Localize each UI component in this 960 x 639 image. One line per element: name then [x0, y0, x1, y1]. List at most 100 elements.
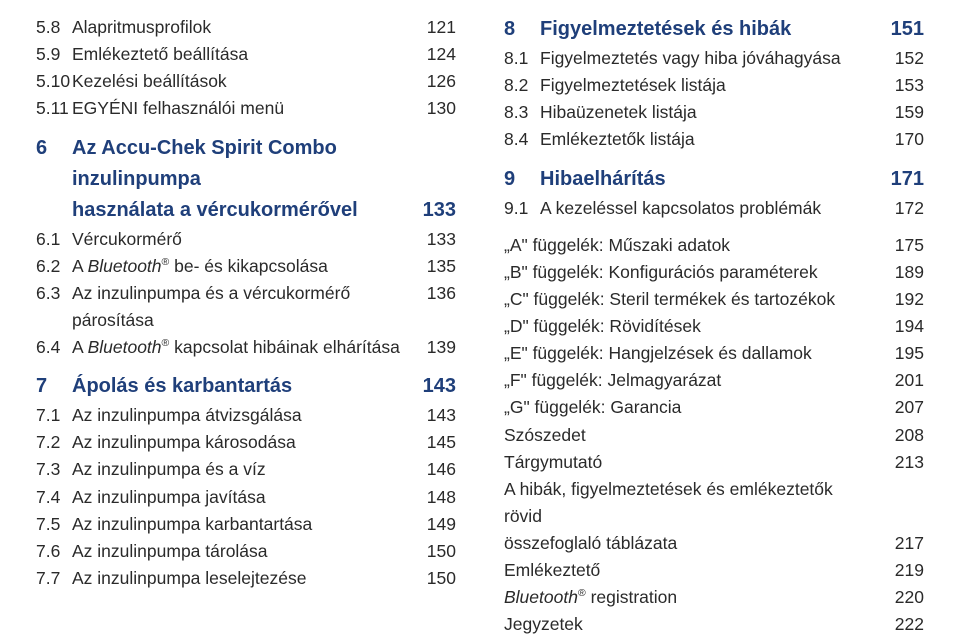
toc-entry-title: A Bluetooth® kapcsolat hibáinak elhárítá…	[72, 334, 416, 361]
toc-entry-page: 220	[884, 584, 924, 611]
toc-entry-page: 217	[884, 530, 924, 557]
toc-entry-row: 7.6Az inzulinpumpa tárolása150	[36, 538, 456, 565]
toc-entry-title: összefoglaló táblázata	[504, 530, 884, 557]
toc-entry-title: „D" függelék: Rövidítések	[504, 313, 884, 340]
toc-entry-number: 8.3	[504, 99, 540, 126]
toc-entry-number: 6.1	[36, 226, 72, 253]
toc-entry-number: 6.2	[36, 253, 72, 280]
toc-entry-row: 6.4A Bluetooth® kapcsolat hibáinak elhár…	[36, 334, 456, 361]
toc-entry-title: Tárgymutató	[504, 449, 884, 476]
toc-entry-title: Emlékeztető	[504, 557, 884, 584]
toc-entry-row: Emlékeztető219	[504, 557, 924, 584]
toc-entry-page: 145	[416, 429, 456, 456]
toc-entry-page: 150	[416, 565, 456, 592]
toc-entry-page: 121	[416, 14, 456, 41]
toc-entry-number: 6.3	[36, 280, 72, 307]
toc-entry-page: 201	[884, 367, 924, 394]
toc-entry-page: 195	[884, 340, 924, 367]
toc-entry-row: 7.3Az inzulinpumpa és a víz146	[36, 456, 456, 483]
toc-entry-title: Emlékeztető beállítása	[72, 41, 416, 68]
toc-entry-page: 150	[416, 538, 456, 565]
toc-entry-page: 143	[416, 402, 456, 429]
toc-entry-title: A kezeléssel kapcsolatos problémák	[540, 195, 884, 222]
toc-chapter-row: 7Ápolás és karbantartás143	[36, 371, 456, 402]
toc-entry-page: 148	[416, 484, 456, 511]
toc-entry-page: 153	[884, 72, 924, 99]
toc-entry-title: Alapritmusprofilok	[72, 14, 416, 41]
toc-entry-row: 5.8Alapritmusprofilok121	[36, 14, 456, 41]
toc-entry-page: 143	[416, 371, 456, 402]
toc-entry-title: Vércukormérő	[72, 226, 416, 253]
toc-entry-title: Az inzulinpumpa tárolása	[72, 538, 416, 565]
toc-entry-title: A hibák, figyelmeztetések és emlékeztető…	[504, 476, 884, 530]
toc-entry-number: 7	[36, 371, 72, 402]
toc-entry-page: 222	[884, 611, 924, 638]
toc-entry-row: A hibák, figyelmeztetések és emlékeztető…	[504, 476, 924, 530]
toc-entry-number: 7.3	[36, 456, 72, 483]
toc-entry-title: „A" függelék: Műszaki adatok	[504, 232, 884, 259]
toc-entry-page: 207	[884, 394, 924, 421]
toc-entry-page: 133	[416, 195, 456, 226]
toc-entry-page: 213	[884, 449, 924, 476]
toc-entry-title: Jegyzetek	[504, 611, 884, 638]
toc-entry-row: 7.7Az inzulinpumpa leselejtezése150	[36, 565, 456, 592]
toc-entry-row: „F" függelék: Jelmagyarázat201	[504, 367, 924, 394]
toc-entry-page: 172	[884, 195, 924, 222]
toc-entry-row: 5.11EGYÉNI felhasználói menü130	[36, 95, 456, 122]
toc-entry-title: „C" függelék: Steril termékek és tartozé…	[504, 286, 884, 313]
toc-entry-title: Az inzulinpumpa javítása	[72, 484, 416, 511]
toc-entry-page: 192	[884, 286, 924, 313]
toc-entry-title: használata a vércukormérővel	[36, 195, 416, 226]
toc-entry-title: EGYÉNI felhasználói menü	[72, 95, 416, 122]
toc-entry-number: 6.4	[36, 334, 72, 361]
toc-entry-row: 9.1A kezeléssel kapcsolatos problémák172	[504, 195, 924, 222]
toc-entry-title: Az inzulinpumpa átvizsgálása	[72, 402, 416, 429]
toc-entry-title: Hibaüzenetek listája	[540, 99, 884, 126]
toc-entry-row: 7.2Az inzulinpumpa károsodása145	[36, 429, 456, 456]
toc-entry-title: Figyelmeztetések és hibák	[540, 14, 884, 45]
toc-entry-row: 6.1Vércukormérő133	[36, 226, 456, 253]
toc-entry-page: 219	[884, 557, 924, 584]
toc-entry-title: „B" függelék: Konfigurációs paraméterek	[504, 259, 884, 286]
toc-entry-number: 8.2	[504, 72, 540, 99]
toc-entry-page: 208	[884, 422, 924, 449]
toc-entry-title: Figyelmeztetés vagy hiba jóváhagyása	[540, 45, 884, 72]
toc-entry-title: Az inzulinpumpa és a vércukormérő párosí…	[72, 280, 416, 334]
toc-entry-title: Szószedet	[504, 422, 884, 449]
toc-entry-title: Emlékeztetők listája	[540, 126, 884, 153]
toc-entry-page: 152	[884, 45, 924, 72]
toc-entry-title: Az inzulinpumpa karbantartása	[72, 511, 416, 538]
toc-entry-page: 171	[884, 164, 924, 195]
toc-entry-row: „D" függelék: Rövidítések194	[504, 313, 924, 340]
toc-entry-row: 7.4Az inzulinpumpa javítása148	[36, 484, 456, 511]
toc-entry-title: „E" függelék: Hangjelzések és dallamok	[504, 340, 884, 367]
toc-entry-row: 8.4Emlékeztetők listája170	[504, 126, 924, 153]
toc-entry-row: 8.3Hibaüzenetek listája159	[504, 99, 924, 126]
toc-right-column: 8Figyelmeztetések és hibák1518.1Figyelme…	[504, 14, 924, 603]
toc-entry-number: 9.1	[504, 195, 540, 222]
toc-entry-title: „G" függelék: Garancia	[504, 394, 884, 421]
toc-entry-number: 5.11	[36, 95, 72, 122]
toc-entry-page: 151	[884, 14, 924, 45]
toc-entry-page: 136	[416, 280, 456, 307]
toc-entry-row: „A" függelék: Műszaki adatok175	[504, 232, 924, 259]
toc-entry-row: Tárgymutató213	[504, 449, 924, 476]
toc-entry-page: 194	[884, 313, 924, 340]
toc-entry-page: 139	[416, 334, 456, 361]
toc-entry-row: Szószedet208	[504, 422, 924, 449]
toc-entry-row: 5.10Kezelési beállítások126	[36, 68, 456, 95]
toc-entry-number: 5.8	[36, 14, 72, 41]
toc-chapter-row: 8Figyelmeztetések és hibák151	[504, 14, 924, 45]
toc-entry-title: A Bluetooth® be- és kikapcsolása	[72, 253, 416, 280]
toc-entry-title: Az inzulinpumpa leselejtezése	[72, 565, 416, 592]
toc-entry-page: 170	[884, 126, 924, 153]
toc-entry-title: Ápolás és karbantartás	[72, 371, 416, 402]
toc-entry-number: 5.9	[36, 41, 72, 68]
toc-entry-title: Kezelési beállítások	[72, 68, 416, 95]
toc-entry-number: 9	[504, 164, 540, 195]
toc-entry-row: Bluetooth® registration220	[504, 584, 924, 611]
toc-entry-page: 149	[416, 511, 456, 538]
toc-entry-row: 7.5Az inzulinpumpa karbantartása149	[36, 511, 456, 538]
toc-entry-row: 8.1Figyelmeztetés vagy hiba jóváhagyása1…	[504, 45, 924, 72]
toc-entry-row: „B" függelék: Konfigurációs paraméterek1…	[504, 259, 924, 286]
